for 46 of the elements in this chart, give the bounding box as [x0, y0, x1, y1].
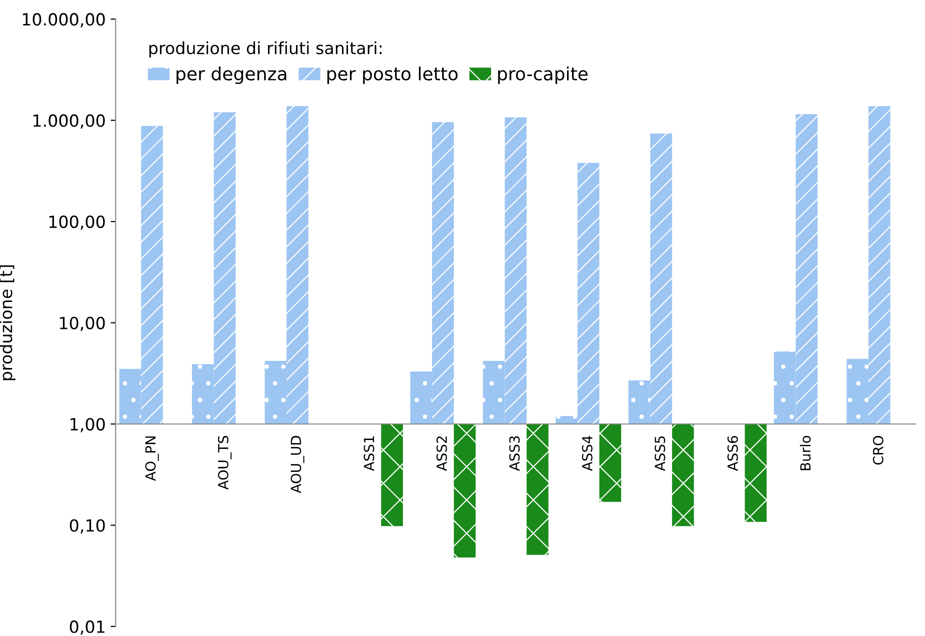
legend-label: per degenza [176, 66, 286, 84]
bar [482, 360, 505, 424]
legend-title: produzione di rifiuti sanitari: [149, 41, 382, 58]
y-tick-label: 0,01 [70, 620, 104, 635]
bar [454, 424, 476, 558]
x-tick-label: ASS2 [436, 436, 447, 471]
bar [599, 424, 622, 502]
bar [381, 424, 403, 526]
legend-label: per posto letto [327, 66, 458, 84]
y-tick-label: 0,10 [70, 519, 105, 534]
legend-label: pro-capite [498, 66, 588, 84]
y-tick-label: 10,00 [60, 316, 105, 332]
bar [192, 364, 214, 424]
bar [214, 112, 236, 424]
bar [774, 352, 796, 424]
y-tick-label: 100,00 [49, 216, 105, 230]
x-tick-label: CRO [872, 436, 884, 465]
bar [119, 368, 142, 424]
bar [796, 114, 818, 424]
x-tick-label: AOU_UD [290, 436, 304, 494]
bar [286, 106, 308, 424]
y-tick-label: 1,00 [70, 418, 105, 432]
y-tick-label: 1.000,00 [34, 114, 105, 129]
bar [432, 122, 454, 424]
x-tick-label: ASS1 [364, 436, 374, 471]
x-tick-label: ASS6 [727, 436, 738, 471]
bar [578, 162, 600, 424]
x-tick-label: ASS5 [654, 436, 666, 471]
bar [650, 134, 672, 424]
x-tick-label: ASS3 [509, 436, 520, 471]
bar [744, 424, 767, 522]
bar [868, 106, 890, 424]
bar [556, 416, 578, 424]
bar [141, 126, 163, 424]
x-tick-label: AO_PN [145, 436, 159, 481]
bar [504, 117, 527, 424]
bar [846, 358, 868, 424]
x-tick-label: Burlo [800, 436, 811, 470]
bar [628, 380, 650, 424]
bar [410, 372, 432, 424]
bar [264, 360, 287, 424]
bar [672, 424, 694, 526]
x-tick-label: AOU_TS [218, 436, 232, 490]
bar [526, 424, 548, 555]
y-tick-label: 10.000,00 [22, 13, 105, 28]
x-tick-label: ASS4 [582, 436, 592, 471]
